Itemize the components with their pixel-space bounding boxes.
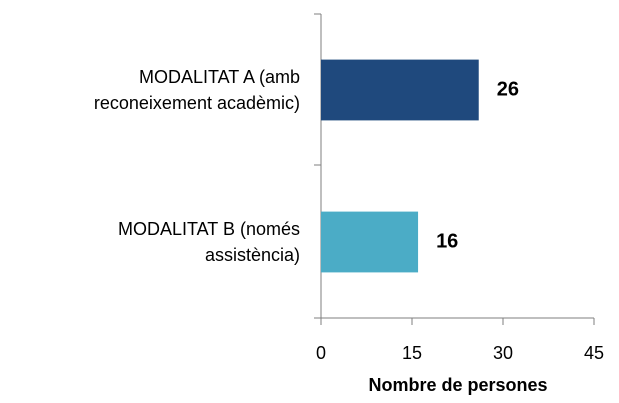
data-label: 26 [497,78,519,100]
data-label: 16 [436,230,458,252]
x-tick-label: 15 [402,343,422,363]
x-tick-label: 45 [584,343,604,363]
y-tick-label: MODALITAT B (només assistència) [117,219,300,265]
x-tick-label: 30 [493,343,513,363]
x-axis-title: Nombre de persones [368,375,547,395]
bar [321,211,419,273]
bar [321,59,479,121]
y-tick-label: MODALITAT A (amb reconeixement acadèmic) [93,67,300,113]
x-tick-label: 0 [316,343,326,363]
